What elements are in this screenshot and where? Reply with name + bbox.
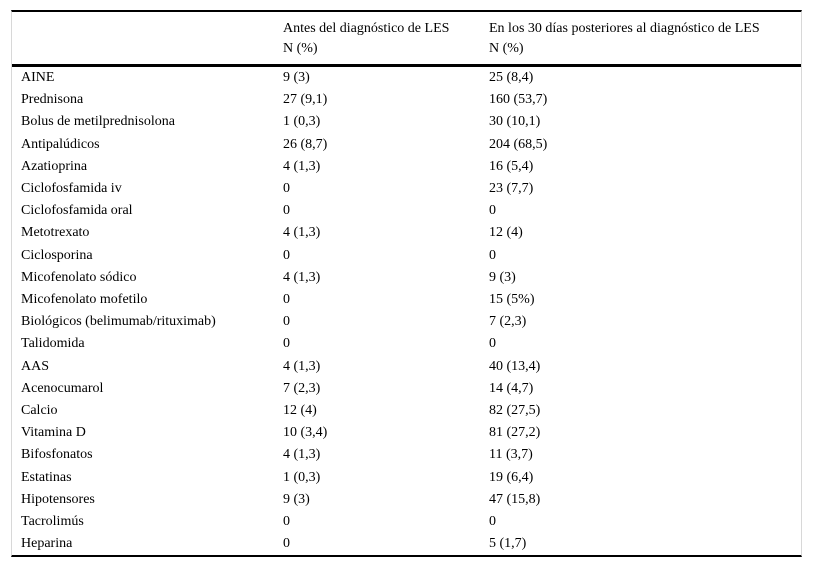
medication-name: Micofenolato sódico — [21, 269, 137, 285]
table-row: Estatinas 1 (0,3) 19 (6,4) — [12, 467, 801, 489]
value-before-diagnosis: 4 (1,3) — [283, 158, 321, 174]
medication-table: Antes del diagnóstico de LES N (%) En lo… — [12, 12, 801, 555]
table-row: Talidomida 0 0 — [12, 333, 801, 355]
value-after-diagnosis: 16 (5,4) — [489, 158, 534, 174]
medication-name: Ciclosporina — [21, 247, 93, 263]
value-before-diagnosis: 4 (1,3) — [283, 358, 321, 374]
value-before-diagnosis: 4 (1,3) — [283, 269, 321, 285]
value-before-diagnosis: 0 — [283, 314, 290, 330]
table-row: Bifosfonatos 4 (1,3) 11 (3,7) — [12, 444, 801, 466]
table-row: Acenocumarol 7 (2,3) 14 (4,7) — [12, 378, 801, 400]
value-before-diagnosis: 9 (3) — [283, 70, 310, 85]
table-row: Ciclofosfamida iv 0 23 (7,7) — [12, 178, 801, 200]
table-row: Micofenolato sódico 4 (1,3) 9 (3) — [12, 267, 801, 289]
value-after-diagnosis: 7 (2,3) — [489, 314, 527, 330]
medication-name: Micofenolato mofetilo — [21, 292, 148, 308]
value-after-diagnosis: 204 (68,5) — [489, 136, 548, 152]
value-before-diagnosis: 12 (4) — [283, 403, 317, 419]
value-after-diagnosis: 19 (6,4) — [489, 469, 534, 485]
header-before-title: Antes del diagnóstico de LES — [283, 21, 450, 36]
value-after-diagnosis: 15 (5%) — [489, 292, 535, 308]
value-before-diagnosis: 4 (1,3) — [283, 447, 321, 463]
table-row: Heparina 0 5 (1,7) — [12, 533, 801, 555]
value-after-diagnosis: 9 (3) — [489, 269, 516, 285]
table-row: AAS 4 (1,3) 40 (13,4) — [12, 356, 801, 378]
value-after-diagnosis: 11 (3,7) — [489, 447, 533, 463]
value-after-diagnosis: 0 — [489, 514, 496, 530]
value-before-diagnosis: 0 — [283, 336, 290, 352]
value-after-diagnosis: 14 (4,7) — [489, 380, 534, 396]
table-row: Ciclosporina 0 0 — [12, 245, 801, 267]
medication-name: Calcio — [21, 403, 58, 419]
value-after-diagnosis: 82 (27,5) — [489, 403, 541, 419]
header-after-title: En los 30 días posteriores al diagnóstic… — [489, 21, 760, 36]
value-after-diagnosis: 0 — [489, 336, 496, 352]
header-after-subtitle: N (%) — [489, 41, 524, 56]
value-before-diagnosis: 0 — [283, 292, 290, 308]
value-before-diagnosis: 1 (0,3) — [283, 469, 321, 485]
medication-name: Bolus de metilprednisolona — [21, 114, 175, 130]
medication-table-frame: Antes del diagnóstico de LES N (%) En lo… — [11, 10, 802, 558]
table-row: Micofenolato mofetilo 0 15 (5%) — [12, 289, 801, 311]
medication-name: Hipotensores — [21, 491, 95, 507]
table-row: Prednisona 27 (9,1) 160 (53,7) — [12, 89, 801, 111]
value-after-diagnosis: 30 (10,1) — [489, 114, 541, 130]
header-before-subtitle: N (%) — [283, 41, 318, 56]
header-after-diagnosis: En los 30 días posteriores al diagnóstic… — [489, 12, 801, 67]
medication-name: Talidomida — [21, 336, 85, 352]
table-row: Hipotensores 9 (3) 47 (15,8) — [12, 489, 801, 511]
value-before-diagnosis: 10 (3,4) — [283, 425, 328, 441]
medication-table-body: AINE 9 (3) 25 (8,4) Prednisona 27 (9,1) … — [12, 66, 801, 556]
value-after-diagnosis: 81 (27,2) — [489, 425, 541, 441]
value-before-diagnosis: 1 (0,3) — [283, 114, 321, 130]
table-row: Calcio 12 (4) 82 (27,5) — [12, 400, 801, 422]
header-row: Antes del diagnóstico de LES N (%) En lo… — [12, 12, 801, 67]
table-row: Tacrolimús 0 0 — [12, 511, 801, 533]
value-before-diagnosis: 0 — [283, 514, 290, 530]
value-before-diagnosis: 7 (2,3) — [283, 380, 321, 396]
value-after-diagnosis: 0 — [489, 203, 496, 219]
medication-name: Ciclofosfamida iv — [21, 181, 122, 197]
value-before-diagnosis: 26 (8,7) — [283, 136, 328, 152]
table-row: Vitamina D 10 (3,4) 81 (27,2) — [12, 422, 801, 444]
medication-name: Ciclofosfamida oral — [21, 203, 133, 219]
medication-name: Antipalúdicos — [21, 136, 100, 152]
medication-name: Azatioprina — [21, 158, 88, 174]
table-row: AINE 9 (3) 25 (8,4) — [12, 66, 801, 90]
value-before-diagnosis: 0 — [283, 181, 290, 197]
medication-name: AAS — [21, 358, 50, 374]
value-after-diagnosis: 23 (7,7) — [489, 181, 534, 197]
medication-name: Heparina — [21, 536, 73, 552]
table-row: Azatioprina 4 (1,3) 16 (5,4) — [12, 156, 801, 178]
value-after-diagnosis: 160 (53,7) — [489, 92, 548, 108]
value-after-diagnosis: 25 (8,4) — [489, 70, 534, 85]
table-row: Biológicos (belimumab/rituximab) 0 7 (2,… — [12, 311, 801, 333]
value-after-diagnosis: 40 (13,4) — [489, 358, 541, 374]
medication-name: Prednisona — [21, 92, 84, 108]
value-before-diagnosis: 27 (9,1) — [283, 92, 328, 108]
value-after-diagnosis: 5 (1,7) — [489, 536, 527, 552]
value-before-diagnosis: 0 — [283, 247, 290, 263]
table-row: Bolus de metilprednisolona 1 (0,3) 30 (1… — [12, 111, 801, 133]
table-row: Antipalúdicos 26 (8,7) 204 (68,5) — [12, 134, 801, 156]
value-before-diagnosis: 9 (3) — [283, 491, 310, 507]
header-empty-cell — [12, 12, 283, 67]
header-before-diagnosis: Antes del diagnóstico de LES N (%) — [283, 12, 489, 67]
medication-name: Acenocumarol — [21, 380, 104, 396]
value-before-diagnosis: 0 — [283, 536, 290, 552]
medication-name: Biológicos (belimumab/rituximab) — [21, 314, 216, 330]
table-row: Metotrexato 4 (1,3) 12 (4) — [12, 222, 801, 244]
value-after-diagnosis: 0 — [489, 247, 496, 263]
medication-name: Estatinas — [21, 469, 72, 485]
medication-name: Tacrolimús — [21, 514, 84, 530]
medication-name: Bifosfonatos — [21, 447, 93, 463]
medication-name: Metotrexato — [21, 225, 90, 241]
value-before-diagnosis: 0 — [283, 203, 290, 219]
table-row: Ciclofosfamida oral 0 0 — [12, 200, 801, 222]
value-after-diagnosis: 12 (4) — [489, 225, 523, 241]
value-after-diagnosis: 47 (15,8) — [489, 491, 541, 507]
medication-name: Vitamina D — [21, 425, 86, 441]
value-before-diagnosis: 4 (1,3) — [283, 225, 321, 241]
medication-name: AINE — [21, 70, 55, 85]
